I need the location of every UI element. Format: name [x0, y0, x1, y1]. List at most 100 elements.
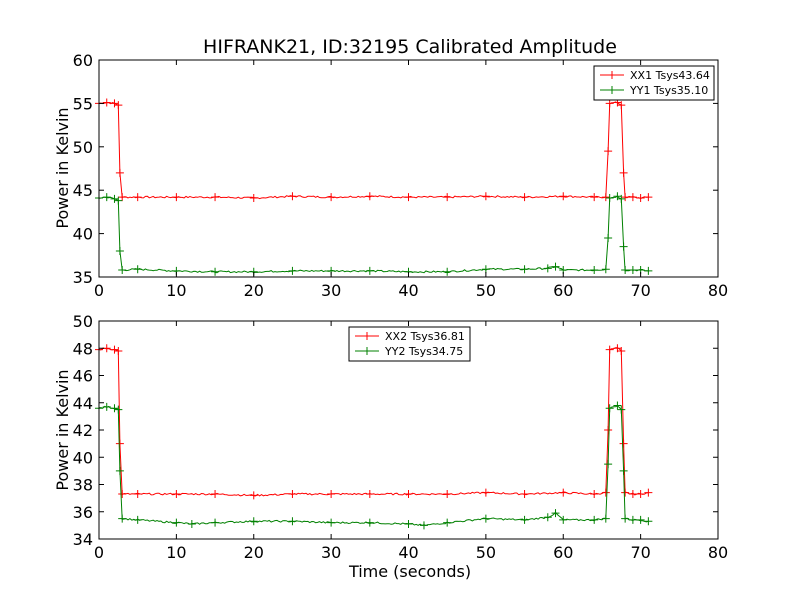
data-point-0-1-1: [102, 193, 111, 202]
y-tick-label-1-1: 36: [73, 503, 93, 522]
data-point-0-1-2: [110, 194, 119, 203]
data-point-1-1-20: [551, 509, 560, 518]
data-point-1-1-25: [605, 404, 614, 413]
data-point-0-1-20: [590, 266, 599, 275]
data-point-1-1-5: [118, 514, 127, 523]
y-tick-label-0-5: 60: [73, 51, 93, 70]
data-point-0-1-10: [288, 266, 297, 275]
data-point-0-1-30: [644, 266, 653, 275]
data-point-1-1-3: [114, 405, 123, 414]
x-tick-label-1-2: 20: [244, 543, 264, 562]
data-point-0-0-20: [604, 147, 613, 156]
data-point-1-1-30: [628, 515, 637, 524]
data-point-1-0-18: [590, 490, 599, 499]
chart-bottom: Power in Kelvin Time (seconds) 0 10 20 30 40…: [53, 312, 728, 581]
y-tick-label-0-3: 50: [73, 138, 93, 157]
y-tick-label-1-7: 48: [73, 339, 93, 358]
data-point-1-1-7: [172, 518, 181, 527]
data-point-1-1-6: [133, 515, 142, 524]
data-point-1-0-23: [617, 346, 626, 355]
data-point-0-0-24: [619, 168, 628, 177]
chart-top: HIFRANK21, ID:32195 Calibrated Amplitude…: [53, 36, 728, 300]
data-point-1-0-20: [604, 426, 613, 434]
data-point-0-0-28: [644, 193, 653, 202]
data-point-1-0-12: [365, 490, 374, 499]
y-tick-label-0-2: 45: [73, 181, 93, 200]
data-point-0-1-4: [115, 246, 124, 255]
legend-1: XX2 Tsys36.81 YY2 Tsys34.75: [348, 326, 471, 362]
data-point-0-1-6: [133, 265, 142, 274]
data-point-0-1-12: [365, 266, 374, 275]
data-point-1-0-8: [211, 490, 220, 499]
data-point-0-0-18: [590, 193, 599, 202]
data-point-1-1-16: [443, 518, 452, 527]
data-point-1-1-14: [404, 520, 413, 529]
data-point-0-0-3: [114, 101, 123, 110]
data-point-0-0-27: [636, 194, 645, 203]
data-point-0-0-26: [628, 193, 637, 202]
data-point-1-0-2: [110, 345, 119, 354]
y-tick-label-0-1: 40: [73, 225, 93, 244]
data-point-0-1-28: [628, 266, 637, 275]
data-point-1-1-12: [327, 518, 336, 527]
y-tick-label-1-4: 42: [73, 421, 93, 440]
x-tick-label-0-3: 30: [321, 281, 341, 300]
data-point-1-0-1: [102, 344, 111, 353]
y-tick-label-0-4: 55: [73, 94, 93, 113]
data-point-0-0-19: [601, 193, 610, 202]
x-tick-label-0-0: 0: [94, 281, 104, 300]
data-point-0-0-23: [617, 101, 626, 110]
data-point-1-0-7: [172, 490, 181, 499]
data-point-1-0-17: [559, 488, 568, 497]
x-tick-label-0-8: 80: [708, 281, 728, 300]
data-point-1-1-13: [365, 518, 374, 527]
chart-bottom-ylabel: Power in Kelvin: [53, 369, 72, 490]
x-tick-label-0-2: 20: [244, 281, 264, 300]
data-point-0-0-9: [249, 194, 258, 203]
data-point-0-1-21: [601, 265, 610, 274]
data-point-0-1-23: [605, 194, 614, 203]
data-point-0-0-15: [481, 192, 490, 201]
legend-label-1-0: XX2 Tsys36.81: [385, 330, 465, 343]
data-point-1-1-17: [481, 514, 490, 523]
data-point-1-0-13: [404, 490, 413, 499]
x-tick-label-1-0: 0: [94, 543, 104, 562]
data-point-1-1-9: [211, 518, 220, 527]
data-point-0-0-13: [404, 193, 413, 202]
data-point-0-1-3: [114, 196, 123, 205]
data-point-1-0-15: [481, 488, 490, 497]
x-tick-label-1-1: 10: [166, 543, 186, 562]
data-point-0-0-12: [365, 192, 374, 201]
y-tick-label-1-8: 50: [73, 312, 93, 331]
data-point-0-1-18: [551, 262, 560, 271]
legend-0: XX1 Tsys43.64 YY1 Tsys35.10: [593, 65, 715, 101]
data-point-1-0-5: [118, 490, 127, 499]
data-point-1-1-23: [601, 514, 610, 523]
data-point-0-1-5: [118, 266, 127, 275]
data-point-1-0-25: [621, 488, 630, 497]
legend-label-1-1: YY2 Tsys34.75: [384, 345, 463, 358]
x-tick-label-1-3: 30: [321, 543, 341, 562]
y-tick-label-0-0: 35: [73, 268, 93, 287]
chart-top-ylabel: Power in Kelvin: [53, 107, 72, 228]
data-point-1-0-27: [636, 490, 645, 499]
data-point-0-1-8: [211, 267, 220, 276]
data-point-1-1-2: [110, 404, 119, 413]
legend-box: [348, 326, 471, 362]
x-tick-label-1-8: 80: [708, 543, 728, 562]
data-point-0-0-1: [102, 98, 111, 107]
data-point-1-1-31: [636, 515, 645, 524]
data-point-0-0-2: [110, 99, 119, 108]
data-point-1-0-19: [601, 488, 610, 497]
data-point-1-1-29: [621, 514, 630, 523]
data-point-0-1-17: [543, 264, 552, 273]
data-point-0-0-14: [443, 193, 452, 202]
x-tick-label-0-5: 50: [476, 281, 496, 300]
data-point-0-1-14: [443, 267, 452, 276]
data-point-0-0-5: [118, 193, 127, 202]
data-point-1-1-11: [288, 517, 297, 526]
data-point-1-0-24: [619, 439, 628, 448]
data-point-1-1-22: [590, 515, 599, 524]
data-point-1-1-19: [543, 513, 552, 522]
data-point-1-1-4: [115, 466, 124, 475]
